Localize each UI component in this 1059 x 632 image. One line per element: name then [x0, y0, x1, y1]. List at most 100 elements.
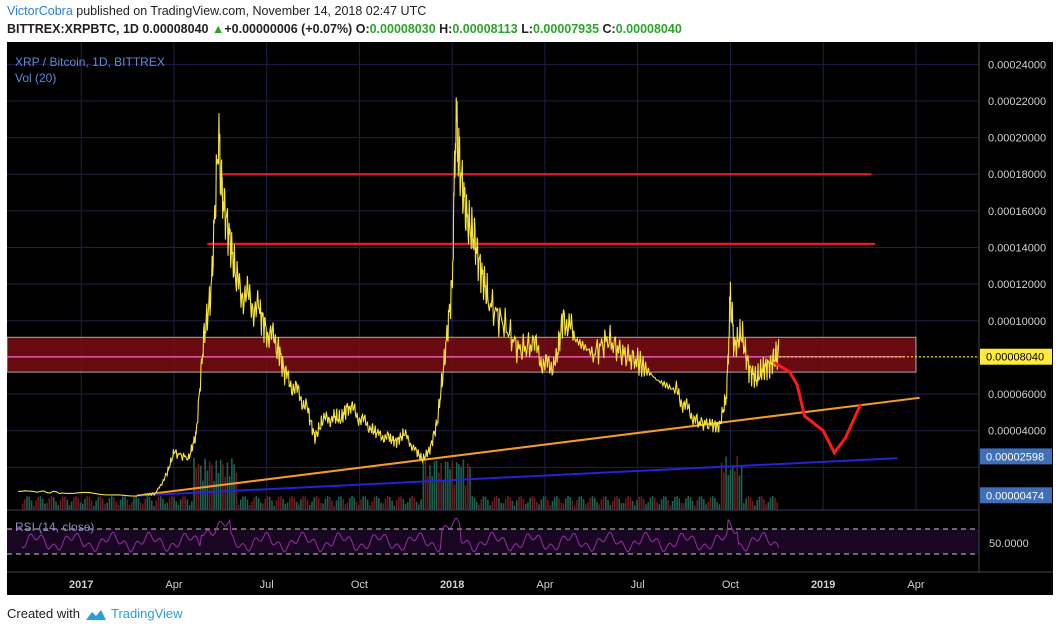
volume-bar: [244, 496, 247, 510]
volume-bar: [771, 496, 774, 510]
volume-bar: [30, 500, 33, 510]
x-tick-label: Apr: [536, 579, 553, 591]
publish-line: VictorCobra published on TradingView.com…: [7, 4, 426, 18]
volume-bar: [691, 500, 694, 510]
volume-bar: [104, 503, 106, 510]
volume-bar: [769, 497, 772, 510]
volume-bar: [211, 464, 213, 510]
volume-bar: [556, 496, 558, 510]
volume-bar: [411, 496, 413, 510]
volume-bar: [640, 496, 643, 510]
volume-bar: [159, 496, 162, 510]
price-axis-labels: 0.00024000 0.00022000 0.00020000 0.00018000…: [980, 59, 1052, 504]
volume-bar: [271, 500, 273, 510]
volume-bar: [119, 499, 122, 510]
volume-bar: [86, 496, 88, 510]
volume-bar: [667, 499, 669, 510]
volume-bar: [239, 499, 242, 510]
volume-bar: [431, 476, 434, 510]
volume-bar: [150, 500, 153, 510]
volume-bar: [607, 499, 609, 510]
rsi-legend: RSI (14, close): [15, 520, 94, 534]
blue-trend-line: [136, 457, 898, 497]
volume-bar: [155, 500, 157, 510]
price-chart[interactable]: XRP / Bitcoin, 1D, BITTREX Vol (20) RSI …: [7, 42, 1053, 595]
volume-bar: [168, 497, 171, 510]
volume-bar: [346, 502, 349, 510]
volume-bar: [442, 480, 445, 510]
volume-bar: [582, 499, 585, 510]
volume-bar: [480, 499, 482, 510]
y-tick-label: 0.00022000: [988, 96, 1046, 108]
x-tick-label: Jul: [260, 579, 274, 591]
volume-bar: [55, 501, 57, 510]
volume-bar: [108, 497, 111, 510]
volume-bar: [569, 497, 572, 510]
projection-path: [773, 361, 862, 456]
volume-bar: [598, 504, 600, 510]
volume-bar: [195, 468, 198, 510]
volume-bar: [77, 497, 80, 510]
volume-bar: [391, 500, 393, 510]
volume-bar: [413, 497, 416, 510]
volume-bar: [322, 503, 324, 510]
volume-bar: [426, 476, 429, 510]
volume-bar: [371, 501, 373, 510]
volume-bar: [35, 500, 37, 510]
volume-bar: [758, 496, 761, 510]
y-tick-label: 0.00020000: [988, 133, 1046, 145]
x-tick-label: 2019: [811, 579, 835, 591]
volume-bar: [182, 496, 184, 510]
volume-bar: [654, 497, 656, 510]
volume-bar: [513, 505, 516, 510]
volume-bar: [28, 496, 31, 510]
volume-bar: [424, 459, 427, 510]
volume-bar: [547, 499, 549, 510]
volume-bar: [558, 498, 560, 510]
volume-bar: [647, 502, 649, 510]
x-tick-label: 2018: [440, 579, 464, 591]
volume-bar: [658, 504, 661, 510]
volume-bar: [95, 500, 97, 510]
volume-bar: [533, 497, 536, 510]
volume-bar: [97, 496, 100, 510]
volume-bar: [415, 501, 418, 510]
volume-bar: [678, 498, 681, 510]
y-tick-label: 0.00006000: [988, 389, 1046, 401]
volume-bar: [275, 500, 278, 510]
volume-bar: [157, 496, 160, 510]
x-tick-label: 2017: [69, 579, 93, 591]
volume-bar: [484, 496, 487, 510]
volume-bar: [518, 496, 520, 510]
volume-bar: [380, 502, 382, 510]
volume-bar: [731, 465, 734, 510]
volume-bar: [59, 499, 62, 510]
volume-bar: [280, 496, 282, 510]
volume-bar: [576, 500, 578, 510]
volume-bar: [696, 500, 698, 510]
volume-bar: [716, 502, 718, 510]
volume-bar: [57, 504, 60, 510]
volume-bar: [542, 496, 545, 510]
volume-bar: [723, 472, 725, 510]
y-tick-label: 0.00014000: [988, 243, 1046, 255]
volume-bar: [587, 502, 589, 510]
x-tick-label: Oct: [722, 579, 739, 591]
volume-bar: [567, 496, 569, 510]
author-link[interactable]: VictorCobra: [7, 4, 73, 18]
volume-bar: [173, 497, 175, 510]
volume-bar: [389, 496, 391, 510]
tradingview-link[interactable]: TradingView: [111, 606, 183, 621]
volume-bar: [516, 500, 518, 510]
last-price: 0.00008040: [142, 22, 209, 36]
volume-bar: [429, 465, 431, 510]
volume-bar: [680, 503, 683, 510]
volume-bar: [24, 498, 26, 510]
x-tick-label: Jul: [631, 579, 645, 591]
volume-bar: [616, 496, 618, 510]
volume-bar: [333, 505, 336, 510]
volume-bar: [355, 501, 358, 510]
volume-bar: [308, 505, 311, 510]
volume-bar: [622, 503, 625, 510]
volume-bar: [324, 498, 327, 510]
